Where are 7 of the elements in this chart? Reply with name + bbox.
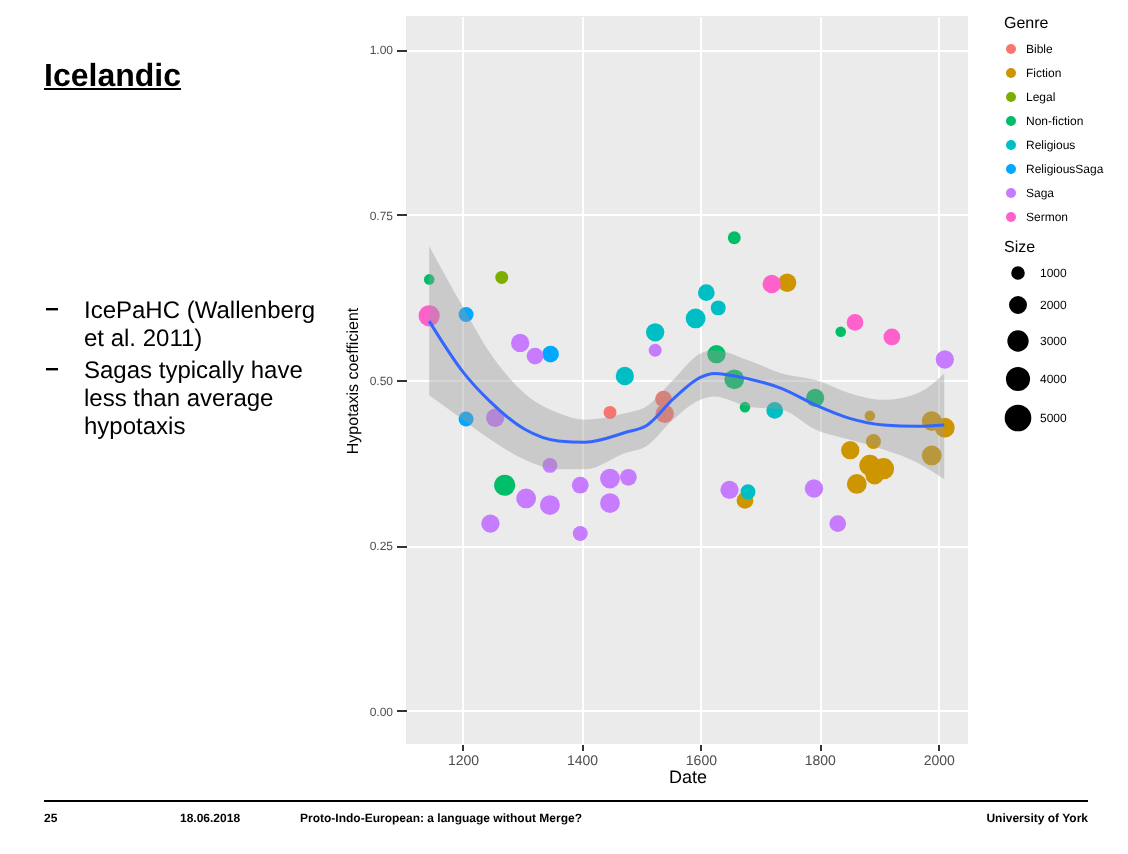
y-axis-title: Hypotaxis coefficient	[343, 306, 362, 455]
text: Icelandic	[44, 60, 181, 96]
legend-title: Genre	[1004, 14, 1050, 32]
x-axis-title: Date	[668, 767, 708, 787]
text: Size	[1004, 238, 1037, 256]
text: IcePaHC (Wallenberg et al. 2011)	[82, 296, 318, 352]
text: Sagas typically have less than average hypotaxis	[82, 356, 305, 440]
